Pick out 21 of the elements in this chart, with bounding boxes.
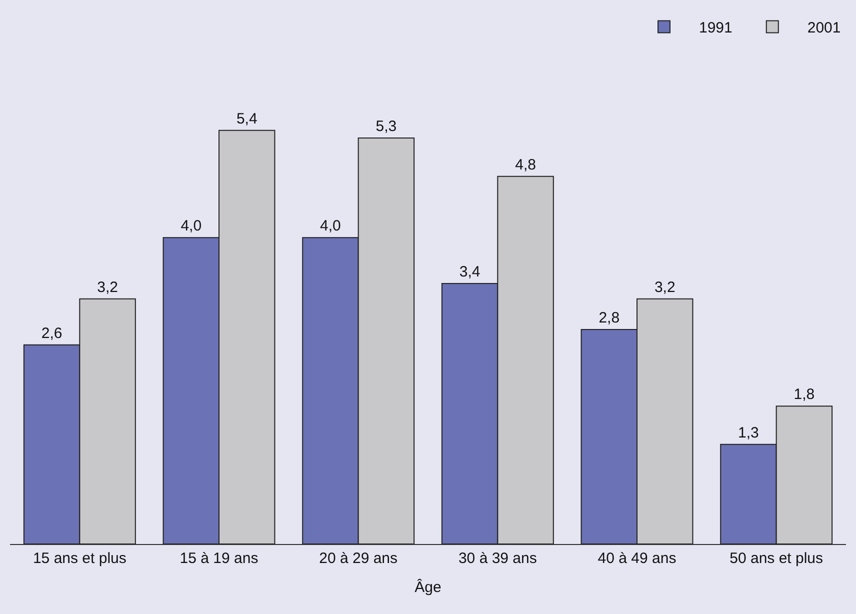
data-label: 4,0: [320, 218, 341, 235]
x-tick-label: 40 à 49 ans: [598, 550, 676, 567]
legend-label: 2001: [807, 20, 841, 37]
data-label: 3,4: [459, 264, 480, 281]
data-label: 4,8: [515, 156, 536, 174]
data-label: 4,0: [180, 218, 202, 235]
x-axis-title: Âge: [414, 578, 442, 596]
x-tick-label: 15 à 19 ans: [180, 550, 258, 567]
data-label: 2,6: [41, 324, 62, 342]
x-tick-label: 15 ans et plus: [32, 550, 126, 567]
data-label: 2,8: [598, 310, 620, 327]
data-label: 1,3: [738, 424, 759, 442]
data-label: 3,2: [97, 278, 118, 296]
legend-label: 1991: [699, 20, 732, 37]
x-tick-label: 20 à 29 ans: [319, 550, 398, 567]
x-tick-label: 50 ans et plus: [730, 550, 824, 567]
data-label: 1,8: [794, 386, 815, 404]
data-label: 3,2: [654, 278, 676, 296]
data-label: 5,4: [236, 110, 258, 128]
data-label: 5,3: [376, 118, 397, 136]
x-tick-label: 30 à 39 ans: [458, 550, 537, 567]
